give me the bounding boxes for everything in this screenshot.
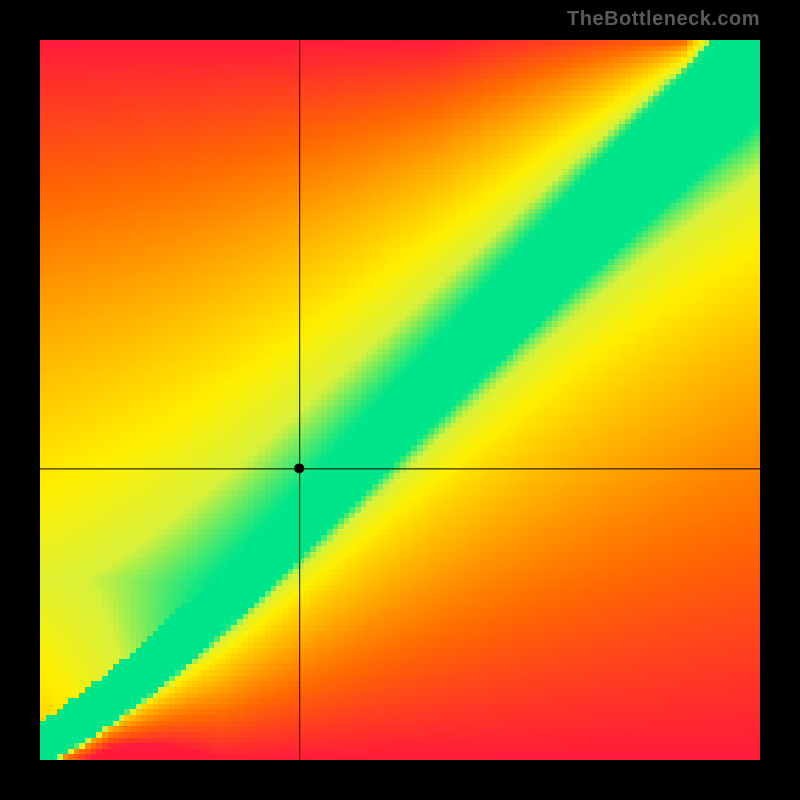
heatmap-canvas	[40, 40, 760, 760]
watermark-text: TheBottleneck.com	[567, 8, 760, 31]
chart-container: TheBottleneck.com	[0, 0, 800, 800]
heatmap-plot-area	[40, 40, 760, 760]
